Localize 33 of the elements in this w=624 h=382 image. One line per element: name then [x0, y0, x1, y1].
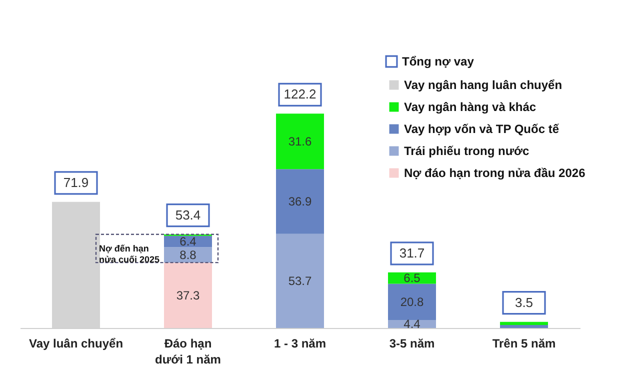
total-label: 53.4 — [175, 207, 201, 222]
bar — [164, 262, 212, 328]
total-label: 31.7 — [399, 245, 425, 260]
legend-label: Vay ngân hàng và khác — [404, 100, 536, 114]
data-label: 8.8 — [180, 248, 197, 262]
legend-title: Tổng nợ vay — [402, 54, 474, 68]
bar — [276, 114, 324, 170]
total-label: 3.5 — [514, 294, 534, 310]
bar — [276, 234, 324, 328]
bar — [388, 284, 436, 320]
data-label: 6.4 — [180, 234, 197, 249]
x-tick-label: Trên 5 năm — [492, 336, 556, 350]
total-label: 122.2 — [284, 86, 316, 102]
data-label: 37.3 — [176, 288, 200, 302]
bar — [500, 322, 548, 326]
x-tick-label: 3-5 năm — [389, 336, 435, 350]
legend-label: Nợ đáo hạn trong nửa đầu 2026 — [404, 166, 586, 180]
total-label: 71.9 — [63, 174, 89, 190]
data-label: 53.7 — [288, 274, 312, 288]
data-label: 36.9 — [288, 194, 312, 208]
x-tick-label: Đáo hạn dưới 1 năm — [155, 336, 221, 366]
legend-label: Vay ngân hang luân chuyển — [404, 78, 562, 92]
x-tick-label: Vay luân chuyển — [28, 336, 124, 350]
annotation: Nợ đến hạn nửa cuối 2025 — [99, 243, 160, 264]
bar — [276, 169, 324, 234]
data-label: 6.5 — [404, 271, 421, 286]
data-label: 4.4 — [404, 317, 421, 332]
data-label: 31.6 — [288, 134, 312, 148]
x-tick-label: 1 - 3 năm — [274, 336, 326, 350]
legend-label: Vay hợp vốn và TP Quốc tế — [404, 122, 560, 136]
bar — [500, 325, 548, 328]
legend-label: Trái phiếu trong nước — [404, 144, 530, 158]
data-label: 20.8 — [400, 295, 424, 310]
